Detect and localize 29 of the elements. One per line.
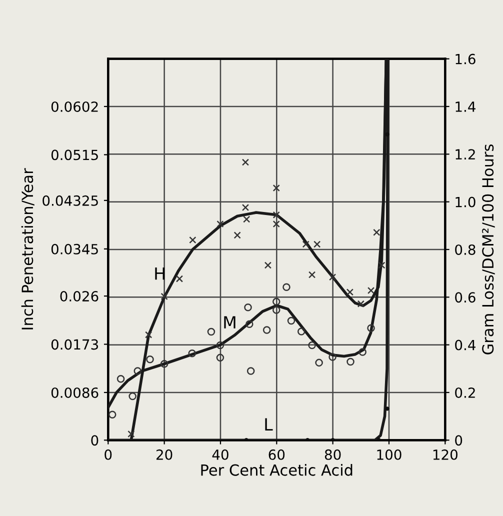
x-tick-label: 0	[104, 449, 112, 460]
x-tick-label: 40	[212, 449, 228, 460]
y2-tick-label: 0.6	[455, 292, 476, 303]
y2-tick-label: 0.2	[455, 387, 475, 398]
x-tick-label: 100	[377, 449, 402, 460]
y-tick-label: 0.0086	[51, 387, 98, 398]
y-tick-label: 0	[91, 435, 98, 446]
y2-tick-label: 1.6	[456, 54, 476, 64]
y-tick-label: 0.0173	[51, 339, 98, 350]
x-tick-label: 20	[156, 449, 172, 460]
series-label: L	[265, 418, 273, 430]
y-tick-label: 0.04325	[42, 195, 98, 206]
y2-tick-label: 1.2	[456, 149, 475, 160]
y-tick-label: 0.0602	[51, 101, 98, 112]
y-axis-title: Inch Penetration/Year	[21, 168, 34, 330]
y2-tick-label: 1.0	[456, 196, 476, 208]
y-tick-label: 0.026	[60, 291, 98, 302]
y2-axis-title: Gram Loss/DCM²/100 Hours	[482, 144, 495, 354]
y2-tick-label: 0.8	[455, 244, 476, 255]
y-tick-label: 0.0345	[51, 244, 98, 254]
x-tick-label: 120	[433, 449, 458, 460]
y2-tick-label: 0.4	[455, 340, 476, 350]
y2-tick-label: 1.4	[456, 102, 476, 112]
y2-tick-label: 0	[455, 435, 462, 446]
x-tick-label: 60	[268, 449, 285, 460]
y-tick-label: 0.0515	[51, 150, 98, 160]
x-axis-title: Per Cent Acetic Acid	[201, 464, 352, 476]
series-label: M	[224, 316, 236, 328]
x-tick-label: 80	[324, 449, 341, 460]
